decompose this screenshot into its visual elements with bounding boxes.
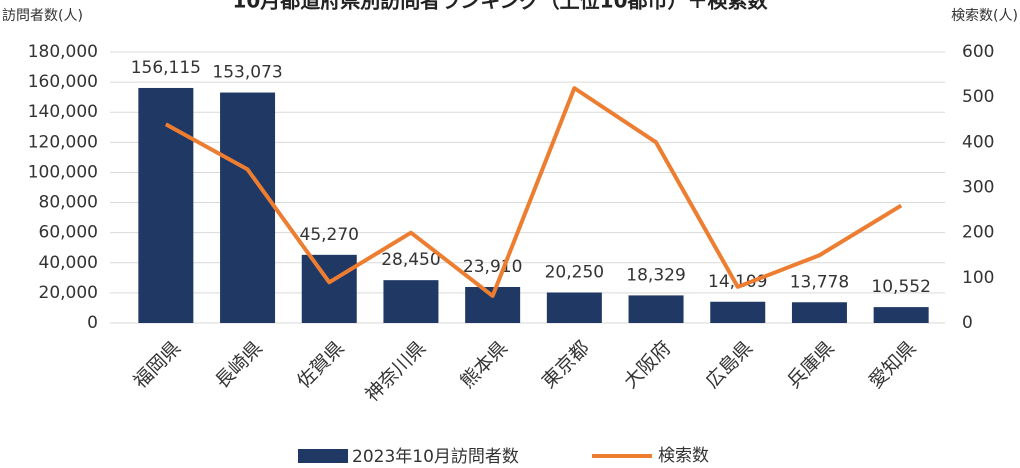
y-tick-label: 80,000 [39,193,98,213]
y-axis-title: 訪問者数(人) [2,8,83,24]
y-tick-label: 180,000 [28,42,98,62]
legend-label: 検索数 [658,446,709,466]
x-tick-label: 大阪府 [620,337,676,393]
data-label: 10,552 [871,277,930,297]
y-tick-label: 120,000 [28,132,98,152]
y2-tick-label: 500 [962,87,994,107]
x-tick-label: 東京都 [538,337,594,393]
bar [546,292,602,323]
bar [710,301,766,323]
y2-tick-label: 0 [962,313,973,333]
chart-title: 10月都道府県別訪問者ランキング（上位10都市）＋検索数 [232,0,768,13]
y2-tick-label: 100 [962,268,994,288]
x-tick-label: 佐賀県 [293,337,349,393]
bar [220,92,276,323]
y2-tick-label: 400 [962,132,994,152]
y-tick-label: 160,000 [28,72,98,92]
y-tick-label: 100,000 [28,162,98,182]
data-label: 45,270 [300,225,359,245]
y-tick-label: 0 [87,313,98,333]
x-tick-label: 神奈川県 [361,337,430,406]
bar [301,254,357,323]
bar [383,280,439,323]
bar [138,87,194,323]
data-label: 18,329 [626,265,685,285]
data-label: 28,450 [381,250,440,270]
y-tick-label: 20,000 [39,283,98,303]
x-tick-label: 福岡県 [129,337,185,393]
y-tick-label: 60,000 [39,223,98,243]
y-tick-label: 40,000 [39,253,98,273]
legend-label: 2023年10月訪問者数 [352,447,519,467]
bar [873,307,929,323]
bar [791,302,847,323]
y-tick-label: 140,000 [28,102,98,122]
y2-axis-title: 検索数(人) [951,7,1018,24]
x-tick-label: 愛知県 [865,337,921,393]
data-label: 13,778 [790,272,849,292]
x-tick-label: 広島県 [701,337,757,393]
y2-tick-label: 200 [962,223,994,243]
y2-tick-label: 300 [962,178,994,198]
legend-swatch [298,449,348,463]
line-series [164,86,903,298]
data-label: 20,250 [545,263,604,283]
x-tick-label: 熊本県 [456,337,512,393]
x-tick-label: 兵庫県 [783,337,839,393]
data-label: 23,910 [463,257,522,277]
bar [628,295,684,323]
data-label: 14,109 [708,272,767,292]
y2-tick-label: 600 [962,42,994,62]
data-label: 153,073 [212,63,282,83]
data-label: 156,115 [131,58,201,78]
x-tick-label: 長崎県 [211,337,267,393]
